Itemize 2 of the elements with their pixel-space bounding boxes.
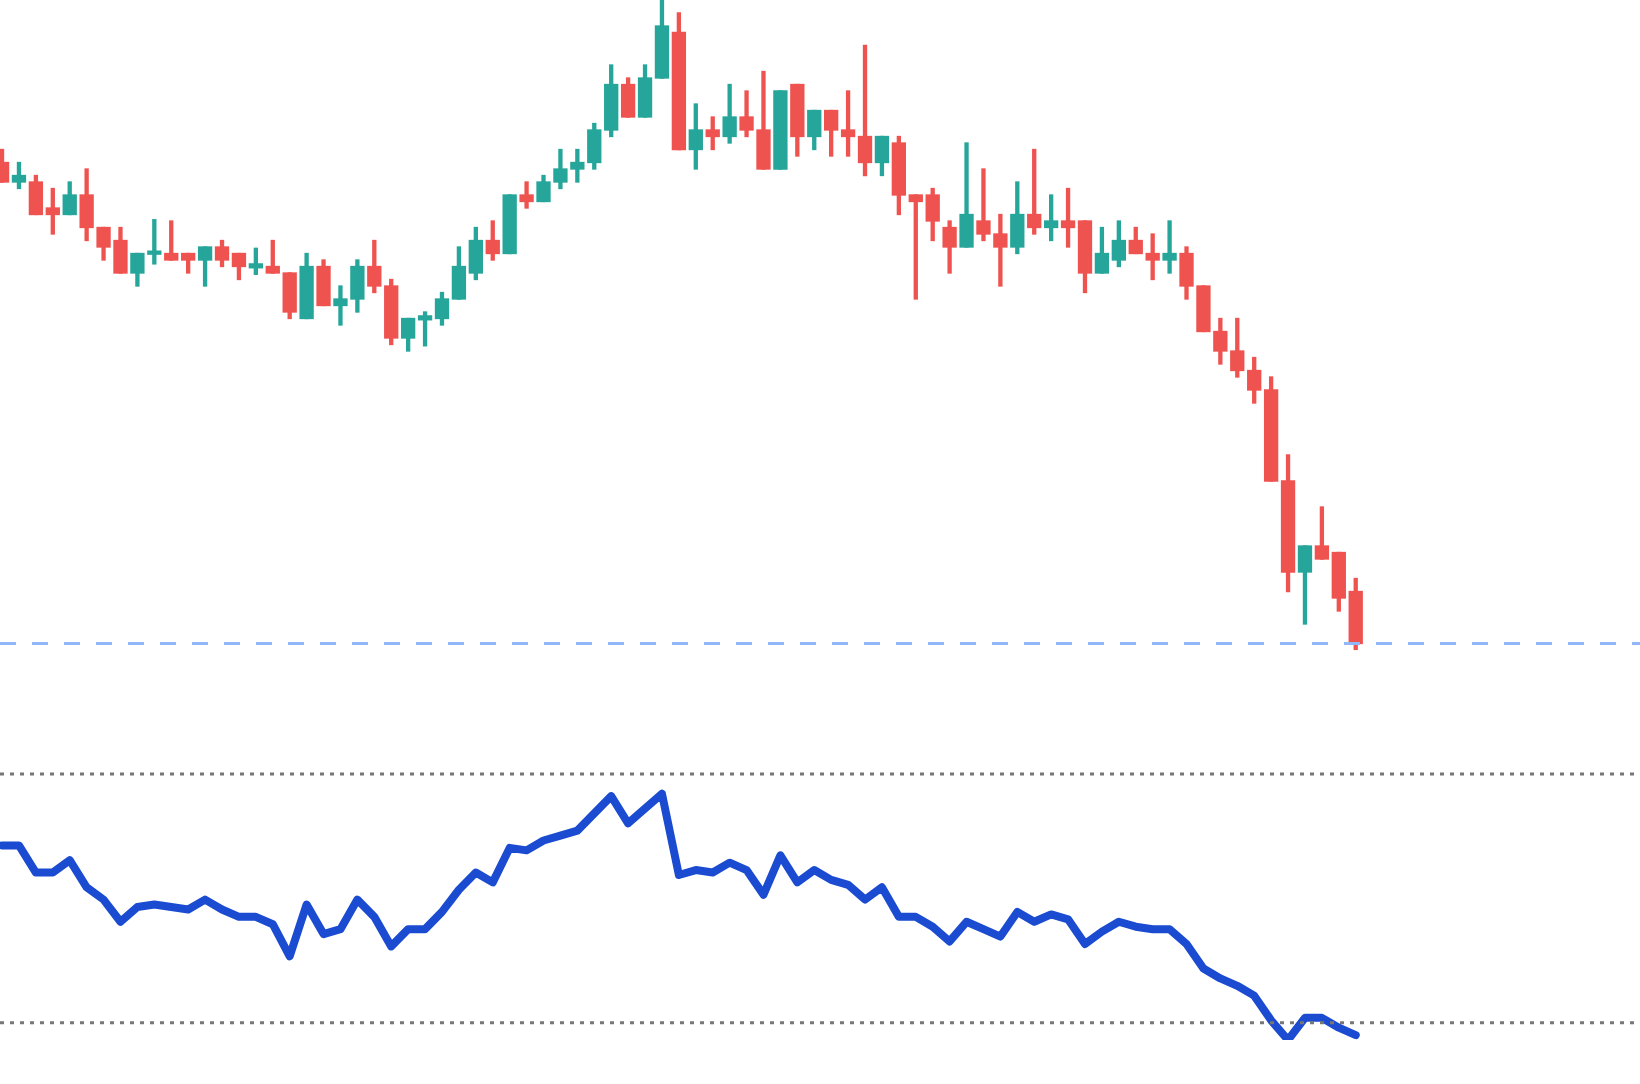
candlestick — [773, 90, 788, 170]
candlestick — [502, 194, 517, 255]
